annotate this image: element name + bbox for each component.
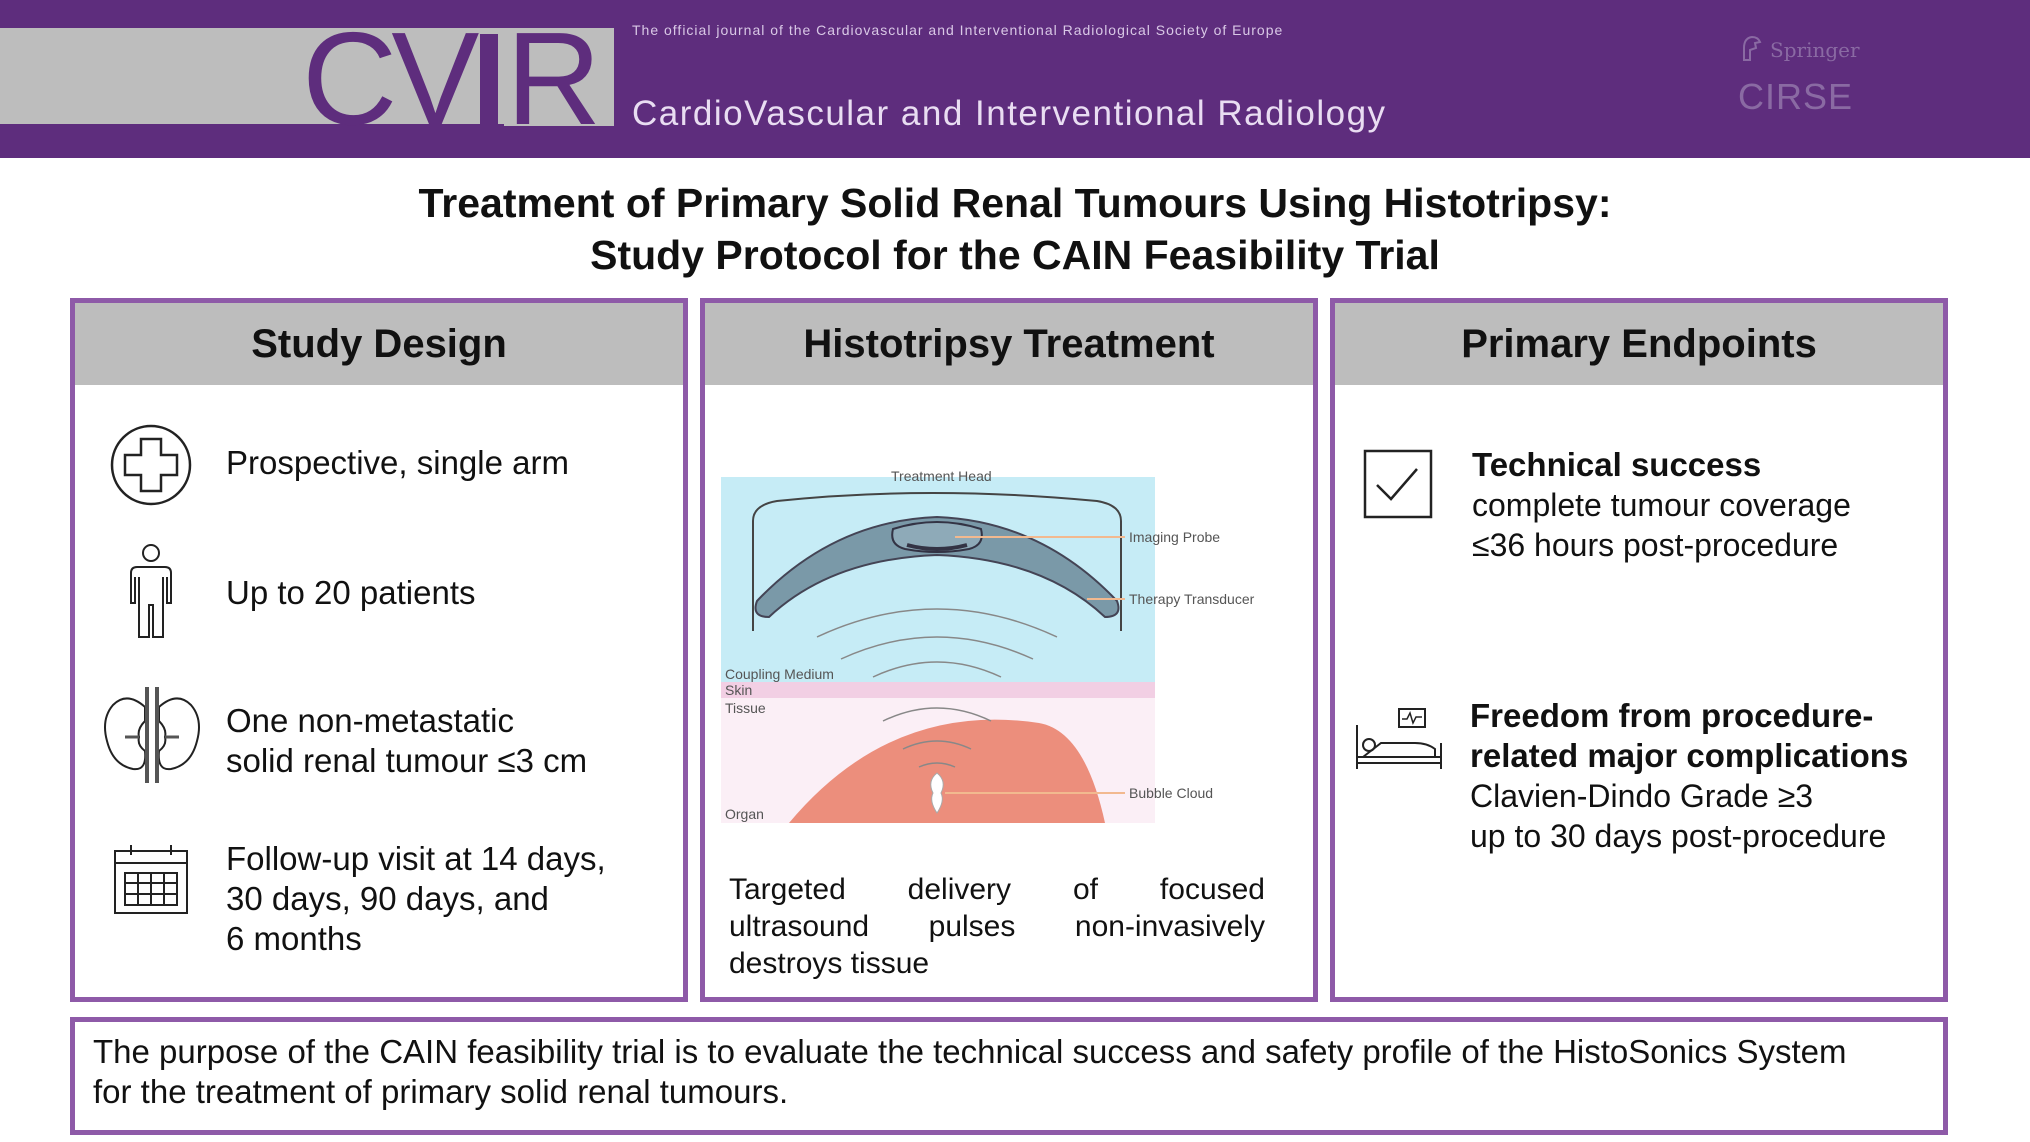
kidney-icon [104, 687, 200, 783]
label-tissue: Tissue [725, 700, 766, 716]
label-organ: Organ [725, 806, 764, 822]
medical-cross-icon [110, 424, 192, 506]
histotripsy-panel: Histotripsy Treatment [700, 298, 1318, 1002]
study-design-heading: Study Design [75, 303, 683, 385]
organ-region [789, 719, 1105, 823]
label-bubble-cloud: Bubble Cloud [1129, 785, 1213, 801]
springer-horse-icon [1743, 35, 1762, 61]
therapy-transducer [754, 515, 1120, 619]
caption-row-1: Targeted delivery of focused [729, 871, 1265, 908]
endpoint-1-title: Technical success [1472, 446, 1762, 483]
label-therapy-transducer: Therapy Transducer [1129, 591, 1255, 607]
cirse-logo: CIRSE [1738, 76, 1854, 117]
person-icon [130, 544, 172, 638]
svg-text:CV: CV [302, 22, 479, 132]
primary-endpoints-panel: Primary Endpoints Technical success comp… [1330, 298, 1948, 1002]
label-coupling-medium: Coupling Medium [725, 666, 834, 682]
caption-word: ultrasound [729, 910, 870, 943]
endpoint-2-title-line2: related major complications [1470, 737, 1909, 774]
cvir-logo: CV R [302, 22, 601, 132]
journal-name: CardioVascular and Interventional Radiol… [632, 94, 1387, 133]
design-item-4-line3: 6 months [226, 920, 362, 957]
design-item-3-line2: solid renal tumour ≤3 cm [226, 742, 588, 779]
label-imaging-probe: Imaging Probe [1129, 529, 1220, 545]
design-item-4-line1: Follow-up visit at 14 days, [226, 840, 606, 877]
caption-word: delivery [907, 873, 1012, 906]
purpose-statement: The purpose of the CAIN feasibility tria… [70, 1017, 1948, 1135]
study-design-panel: Study Design Prospective, single arm Up … [70, 298, 688, 1002]
journal-banner: CV R The official journal of the Cardiov… [0, 0, 2030, 158]
endpoint-2-title-line1: Freedom from procedure- [1470, 697, 1874, 734]
svg-text:R: R [506, 22, 601, 132]
page-title-line1: Treatment of Primary Solid Renal Tumours… [418, 180, 1612, 226]
design-item-2: Up to 20 patients [226, 574, 476, 611]
treatment-head [752, 492, 1122, 631]
histotripsy-diagram: Treatment Head Imaging Probe Therapy Tra… [721, 468, 1255, 823]
design-item-4-line2: 30 days, 90 days, and [226, 880, 549, 917]
purpose-line2: for the treatment of primary solid renal… [93, 1073, 789, 1110]
calendar-icon [114, 845, 188, 914]
checkbox-icon [1363, 449, 1433, 519]
design-item-1: Prospective, single arm [226, 444, 569, 481]
caption-word: of [1072, 873, 1098, 906]
design-item-3-line1: One non-metastatic [226, 702, 514, 739]
label-treatment-head: Treatment Head [891, 468, 992, 484]
caption-row-3: destroys tissue [729, 947, 930, 980]
official-journal-line: The official journal of the Cardiovascul… [632, 22, 1284, 38]
histotripsy-heading: Histotripsy Treatment [705, 303, 1313, 385]
hospital-bed-icon [1356, 708, 1442, 769]
caption-word: Targeted [729, 873, 846, 906]
imaging-probe [891, 521, 983, 553]
publisher-name: Springer [1770, 38, 1860, 62]
histotripsy-caption: Targeted delivery of focused ultrasound … [729, 871, 1265, 982]
label-skin: Skin [725, 682, 752, 698]
endpoint-2-line1: Clavien-Dindo Grade ≥3 [1470, 778, 1814, 814]
caption-row-2: ultrasound pulses non-invasively [729, 908, 1265, 945]
endpoint-2-line2: up to 30 days post-procedure [1470, 818, 1887, 854]
skin-region [721, 682, 1155, 698]
caption-word: focused [1159, 873, 1265, 906]
page-title-line2: Study Protocol for the CAIN Feasibility … [590, 232, 1440, 278]
bubble-cloud [930, 772, 944, 814]
endpoint-1-line2: ≤36 hours post-procedure [1472, 527, 1839, 563]
caption-word: non-invasively [1074, 910, 1265, 943]
caption-word: pulses [928, 910, 1016, 943]
purpose-line1: The purpose of the CAIN feasibility tria… [93, 1033, 1847, 1070]
endpoint-1-line1: complete tumour coverage [1472, 487, 1851, 523]
logo-r-box [504, 28, 614, 126]
endpoints-heading: Primary Endpoints [1335, 303, 1943, 385]
